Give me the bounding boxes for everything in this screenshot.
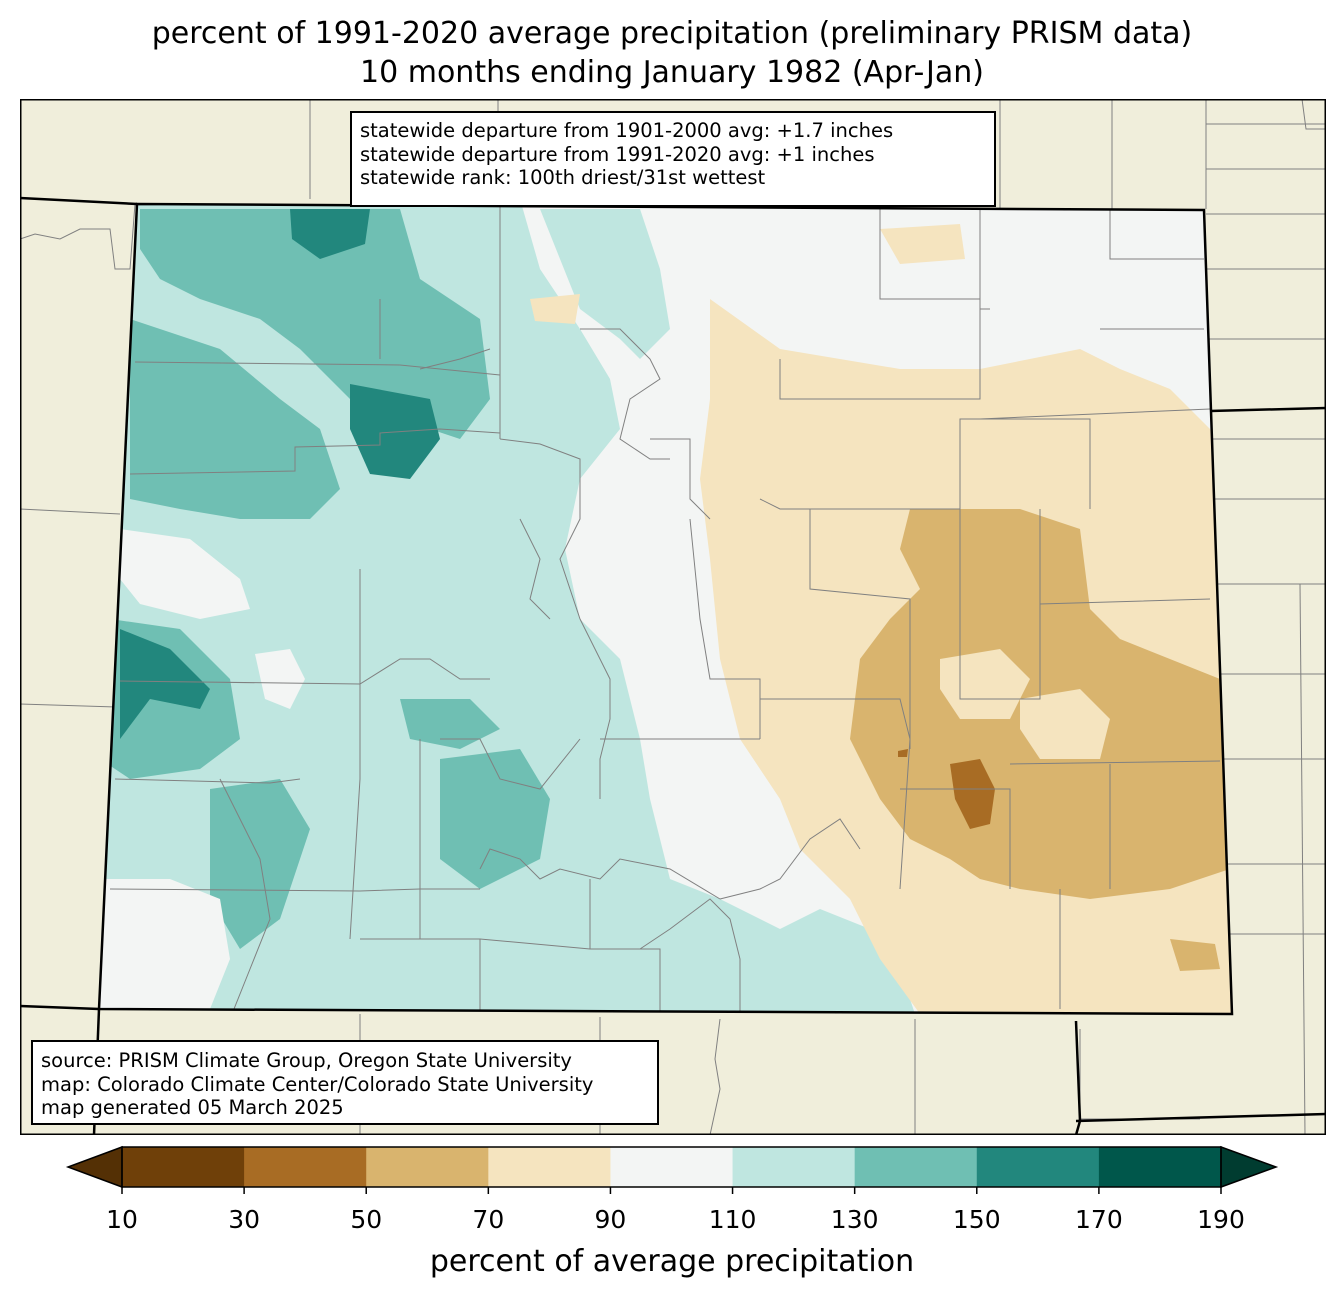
source-map-credit: map: Colorado Climate Center/Colorado St… bbox=[41, 1072, 594, 1096]
precip-zone-70-90-inner-a bbox=[940, 649, 1030, 719]
precip-zone-150-170-c bbox=[120, 629, 210, 739]
colorbar-label: percent of average precipitation bbox=[429, 1244, 915, 1279]
stats-departure-1991-2020: statewide departure from 1991-2020 avg: … bbox=[360, 142, 875, 166]
colorbar-bin bbox=[244, 1147, 367, 1187]
source-box: source: PRISM Climate Group, Oregon Stat… bbox=[31, 1040, 659, 1125]
precip-zone-50-70-se bbox=[1170, 939, 1220, 971]
colorbar-bin bbox=[1098, 1147, 1222, 1187]
precip-zone-130-150-a bbox=[140, 209, 490, 439]
colorbar-bin bbox=[488, 1147, 611, 1187]
precip-zone-70-90-north bbox=[880, 224, 965, 264]
colorbar-bin bbox=[366, 1147, 489, 1187]
precip-zone-130-150-b bbox=[130, 319, 340, 519]
colorbar-tick-label: 10 bbox=[106, 1205, 138, 1234]
colorbar-bin bbox=[854, 1147, 978, 1187]
precip-zone-70-90-nw bbox=[530, 294, 580, 324]
precip-zone-130-150-f bbox=[400, 699, 500, 749]
colorbar-bin bbox=[732, 1147, 856, 1187]
precip-zone-130-150-d bbox=[440, 749, 550, 889]
colorbar-tick-label: 190 bbox=[1197, 1205, 1245, 1234]
colorbar-tick-label: 30 bbox=[228, 1205, 261, 1234]
precip-zone-130-150-e bbox=[210, 779, 310, 949]
colorbar-tick-label: 50 bbox=[350, 1205, 383, 1234]
county-lines bbox=[109, 204, 1221, 1014]
statewide-stats-box: statewide departure from 1901-2000 avg: … bbox=[350, 111, 996, 207]
colorbar-tick-label: 170 bbox=[1075, 1205, 1123, 1234]
neighbor-county-lines bbox=[20, 99, 1326, 1135]
colorbar-bin bbox=[122, 1147, 245, 1187]
colorbar-tick-label: 90 bbox=[594, 1205, 627, 1234]
colorbar-tick-label: 150 bbox=[952, 1205, 1001, 1234]
precip-zone-90-110-west-a bbox=[120, 529, 250, 619]
precip-zone-110-130-north bbox=[540, 209, 670, 359]
colorbar-bin bbox=[976, 1147, 1100, 1187]
colorbar bbox=[65, 1145, 1279, 1194]
map-frame bbox=[20, 99, 1326, 1135]
colorbar-bin bbox=[610, 1147, 734, 1187]
precipitation-map bbox=[20, 99, 1326, 1135]
stats-rank: statewide rank: 100th driest/31st wettes… bbox=[360, 166, 766, 189]
colorbar-over-arrow bbox=[1220, 1145, 1279, 1189]
map-title: percent of 1991-2020 average precipitati… bbox=[151, 16, 1193, 51]
source-generated-date: map generated 05 March 2025 bbox=[41, 1096, 344, 1119]
colorbar-tick-label: 130 bbox=[830, 1205, 879, 1234]
precip-zone-90-110-west-b bbox=[100, 879, 230, 1009]
map-subtitle: 10 months ending January 1982 (Apr-Jan) bbox=[360, 55, 984, 90]
source-prism: source: PRISM Climate Group, Oregon Stat… bbox=[41, 1049, 572, 1072]
colorado-border bbox=[97, 202, 1234, 1016]
precip-zone-30-50 bbox=[950, 759, 995, 829]
colorbar-tick-label: 110 bbox=[708, 1205, 757, 1234]
precip-zone-90-110-west-c bbox=[255, 649, 305, 709]
precip-zone-70-90-inner-b bbox=[1020, 689, 1110, 759]
stats-departure-1901-2000: statewide departure from 1901-2000 avg: … bbox=[360, 119, 894, 142]
precip-zone-30-50-dot bbox=[898, 749, 908, 757]
colorbar-tick-label: 70 bbox=[472, 1205, 505, 1234]
colorbar-under-arrow bbox=[65, 1145, 123, 1189]
precip-zone-150-170-b bbox=[290, 209, 370, 259]
colorbar-frame bbox=[121, 1146, 1222, 1188]
